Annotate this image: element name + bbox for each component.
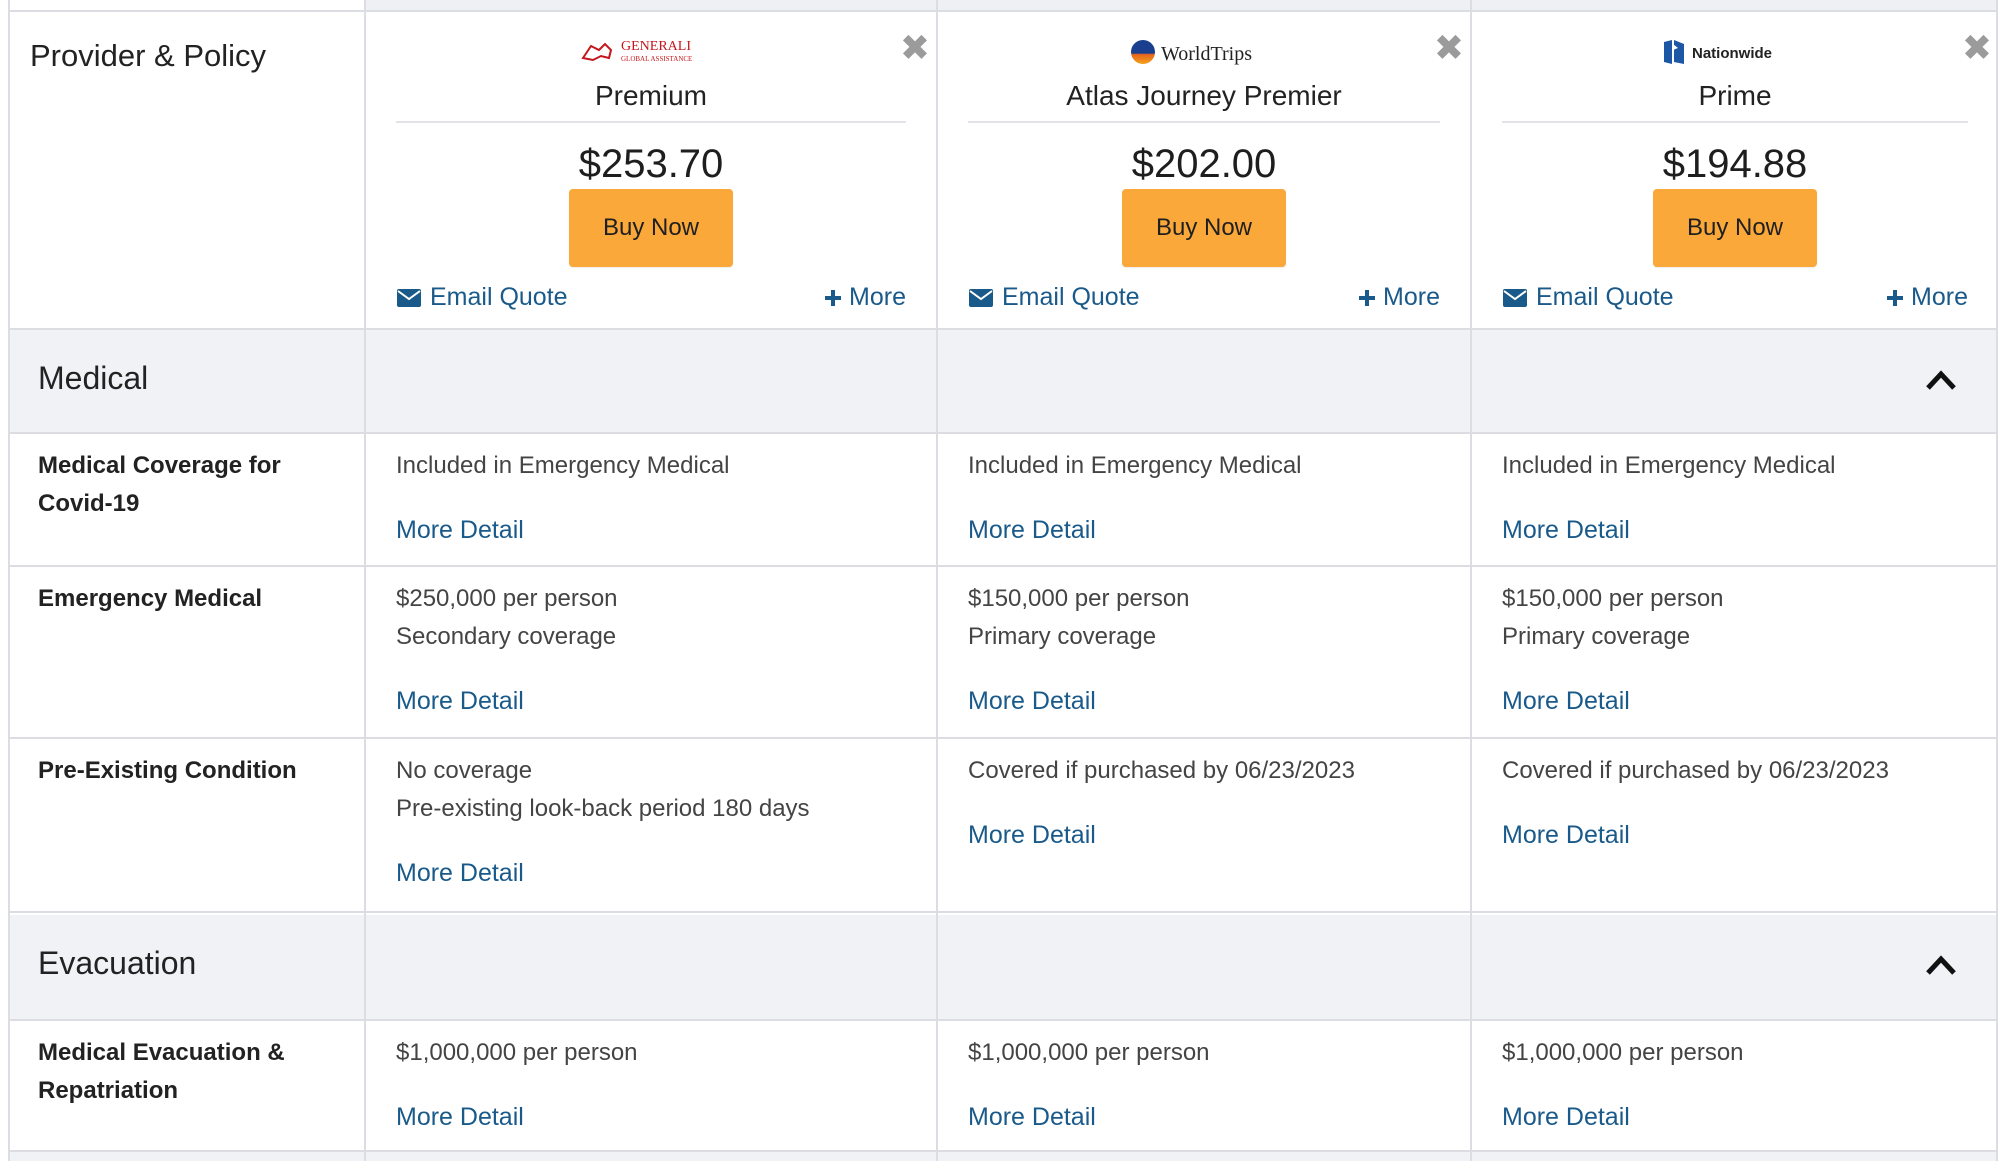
close-icon[interactable]: ✖ (1433, 27, 1464, 68)
plus-icon (1359, 289, 1376, 306)
cell-preexisting-worldtrips: Covered if purchased by 06/23/2023 More … (968, 752, 1355, 854)
more-detail-link[interactable]: More Detail (396, 1103, 524, 1131)
plan-price: $253.70 (578, 142, 724, 186)
more-detail-link[interactable]: More Detail (968, 516, 1096, 544)
more-detail-link[interactable]: More Detail (1502, 821, 1630, 849)
svg-text:GENERALI: GENERALI (621, 39, 691, 54)
plan-price: $194.88 (1662, 142, 1808, 186)
comparison-table: Provider & Policy GENERALI GLOBAL ASSIST… (8, 0, 1998, 1161)
more-link[interactable]: More (823, 283, 906, 312)
row-label-pre-existing: Pre-Existing Condition (38, 757, 297, 784)
cell-preexisting-generali: No coverage Pre-existing look-back perio… (396, 752, 810, 892)
row-label-covid: Medical Coverage for Covid-19 (38, 452, 281, 517)
more-detail-link[interactable]: More Detail (396, 859, 524, 887)
generali-logo: GENERALI GLOBAL ASSISTANCE (366, 36, 936, 70)
row-label-evacuation: Medical Evacuation & Repatriation (38, 1039, 285, 1104)
cell-preexisting-nationwide: Covered if purchased by 06/23/2023 More … (1502, 752, 1889, 854)
cell-covid-generali: Included in Emergency Medical More Detai… (396, 447, 730, 549)
plan-price: $202.00 (1131, 142, 1277, 186)
envelope-icon (969, 288, 993, 307)
more-link[interactable]: More (1885, 283, 1968, 312)
section-evacuation[interactable]: Evacuation (8, 915, 1998, 1019)
more-detail-link[interactable]: More Detail (1502, 687, 1630, 715)
envelope-icon (397, 288, 421, 307)
row-divider (8, 1150, 1998, 1152)
svg-text:Nationwide: Nationwide (1692, 45, 1772, 62)
email-quote-link[interactable]: Email Quote (968, 283, 1140, 312)
svg-text:GLOBAL ASSISTANCE: GLOBAL ASSISTANCE (621, 55, 692, 63)
plus-icon (1887, 289, 1904, 306)
close-icon[interactable]: ✖ (899, 27, 930, 68)
more-detail-link[interactable]: More Detail (396, 516, 524, 544)
column-divider (936, 0, 938, 1161)
more-label: More (849, 283, 906, 311)
svg-text:WorldTrips: WorldTrips (1161, 43, 1252, 65)
row-divider (8, 737, 1998, 739)
more-detail-link[interactable]: More Detail (968, 1103, 1096, 1131)
more-link[interactable]: More (1357, 283, 1440, 312)
plan-column-generali: GENERALI GLOBAL ASSISTANCE Premium $253.… (366, 10, 936, 328)
cell-covid-nationwide: Included in Emergency Medical More Detai… (1502, 447, 1836, 549)
more-label: More (1911, 283, 1968, 311)
more-detail-link[interactable]: More Detail (1502, 516, 1630, 544)
more-detail-link[interactable]: More Detail (968, 821, 1096, 849)
cell-evacuation-worldtrips: $1,000,000 per person More Detail (968, 1034, 1210, 1136)
buy-now-button[interactable]: Buy Now (1653, 189, 1817, 267)
plan-column-worldtrips: WorldTrips Atlas Journey Premier $202.00… (938, 10, 1470, 328)
envelope-icon (1503, 288, 1527, 307)
email-quote-link[interactable]: Email Quote (1502, 283, 1674, 312)
row-divider (8, 10, 366, 12)
close-icon[interactable]: ✖ (1961, 27, 1992, 68)
cell-emergency-generali: $250,000 per person Secondary coverage M… (396, 580, 618, 720)
divider (396, 121, 906, 123)
email-quote-label: Email Quote (1536, 283, 1674, 311)
email-quote-label: Email Quote (1002, 283, 1140, 311)
plan-column-nationwide: Nationwide Prime $194.88 Buy Now Email Q… (1472, 10, 1998, 328)
row-divider (8, 565, 1998, 567)
more-detail-link[interactable]: More Detail (1502, 1103, 1630, 1131)
chevron-up-icon[interactable] (1924, 953, 1958, 977)
buy-now-button[interactable]: Buy Now (569, 189, 733, 267)
cell-evacuation-nationwide: $1,000,000 per person More Detail (1502, 1034, 1744, 1136)
provider-policy-label: Provider & Policy (30, 38, 267, 73)
column-divider (1470, 0, 1472, 1161)
worldtrips-globe-icon: WorldTrips (1131, 40, 1252, 65)
row-divider (8, 911, 1998, 913)
row-divider (8, 432, 1998, 434)
plus-icon (825, 289, 842, 306)
email-quote-link[interactable]: Email Quote (396, 283, 568, 312)
plan-name: Atlas Journey Premier (1066, 80, 1342, 111)
plan-name: Prime (1698, 80, 1772, 111)
row-divider (8, 328, 1998, 330)
divider (968, 121, 1440, 123)
chevron-up-icon[interactable] (1924, 368, 1958, 392)
nationwide-eagle-icon: Nationwide (1664, 40, 1772, 64)
divider (1502, 121, 1968, 123)
border-left (8, 0, 10, 1161)
row-label-emergency-medical: Emergency Medical (38, 585, 263, 612)
buy-now-button[interactable]: Buy Now (1122, 189, 1286, 267)
cell-emergency-worldtrips: $150,000 per person Primary coverage Mor… (968, 580, 1190, 720)
cell-emergency-nationwide: $150,000 per person Primary coverage Mor… (1502, 580, 1724, 720)
table-top-strip (364, 0, 1998, 12)
worldtrips-logo: WorldTrips (938, 36, 1470, 70)
cell-evacuation-generali: $1,000,000 per person More Detail (396, 1034, 638, 1136)
nationwide-logo: Nationwide (1472, 36, 1998, 70)
next-section-strip (8, 1150, 1998, 1161)
plan-name: Premium (594, 80, 707, 111)
more-detail-link[interactable]: More Detail (396, 687, 524, 715)
section-title: Medical (38, 360, 149, 396)
column-divider (364, 0, 366, 1161)
more-label: More (1383, 283, 1440, 311)
section-title: Evacuation (38, 945, 197, 981)
generali-lion-icon: GENERALI GLOBAL ASSISTANCE (581, 39, 692, 63)
more-detail-link[interactable]: More Detail (968, 687, 1096, 715)
border-right (1996, 0, 1998, 1161)
section-medical[interactable]: Medical (8, 330, 1998, 432)
email-quote-label: Email Quote (430, 283, 568, 311)
cell-covid-worldtrips: Included in Emergency Medical More Detai… (968, 447, 1302, 549)
row-divider (8, 1019, 1998, 1021)
